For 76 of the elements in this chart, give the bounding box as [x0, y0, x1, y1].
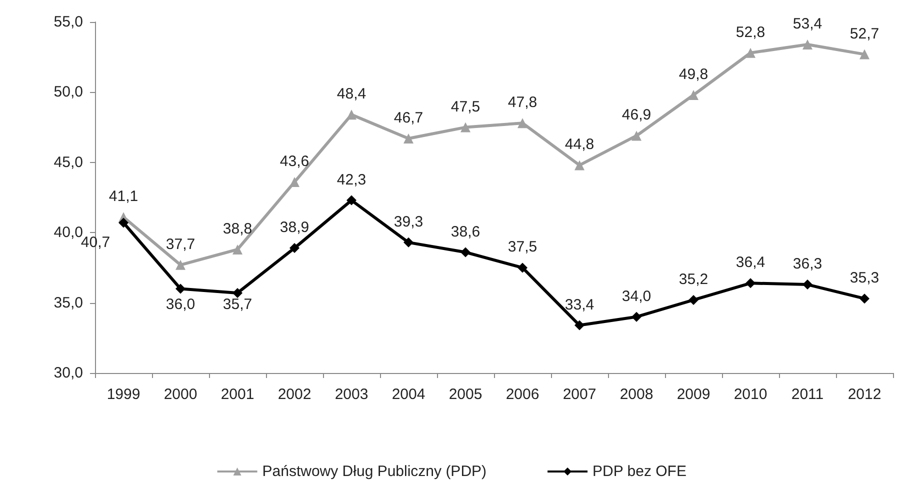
- y-tick-label: 40,0: [54, 224, 83, 242]
- data-label: 35,7: [222, 296, 252, 313]
- point: [860, 49, 870, 60]
- data-label: 38,8: [222, 220, 252, 238]
- y-tick-label: 35,0: [54, 294, 83, 312]
- x-tick-label: 2004: [392, 386, 426, 403]
- data-label: 38,9: [280, 219, 310, 236]
- point: [232, 288, 242, 298]
- point: [176, 284, 186, 294]
- y-tick-label: 55,0: [54, 14, 83, 30]
- data-label: 36,0: [166, 296, 196, 313]
- point: [460, 247, 470, 258]
- point: [574, 160, 584, 170]
- data-label: 36,4: [736, 254, 766, 272]
- point: [632, 130, 642, 141]
- data-label: 48,4: [336, 86, 366, 103]
- data-label: 46,9: [622, 106, 652, 124]
- x-tick-label: 2011: [791, 386, 824, 403]
- point: [688, 90, 698, 100]
- y-tick-label: 30,0: [54, 364, 83, 382]
- x-tick-label: 2005: [448, 386, 482, 403]
- x-tick-label: 1999: [106, 386, 140, 403]
- data-label: 52,7: [850, 25, 880, 42]
- x-tick-label: 2007: [562, 386, 596, 403]
- point: [404, 134, 414, 144]
- point: [346, 110, 356, 120]
- legend-label: PDP bez OFE: [592, 463, 686, 480]
- data-label: 43,6: [280, 153, 310, 170]
- data-label: 42,3: [336, 171, 366, 188]
- point: [118, 218, 128, 228]
- point: [404, 237, 414, 248]
- y-tick-label: 50,0: [54, 84, 83, 101]
- point: [574, 320, 584, 330]
- point: [802, 39, 812, 50]
- data-label: 47,8: [508, 94, 538, 112]
- data-label: 37,5: [508, 238, 538, 256]
- point: [746, 48, 756, 58]
- legend-label: Państwowy Dług Publiczny (PDP): [262, 463, 487, 480]
- x-tick-label: 2006: [506, 386, 540, 403]
- data-label: 44,8: [564, 136, 594, 154]
- data-label: 52,8: [736, 24, 766, 41]
- data-label: 38,6: [450, 223, 480, 240]
- x-tick-label: 2003: [334, 386, 368, 403]
- point: [688, 294, 698, 305]
- x-tick-label: 2008: [620, 386, 654, 403]
- data-label: 53,4: [792, 15, 822, 32]
- data-label: 39,3: [394, 213, 424, 230]
- point: [232, 244, 242, 254]
- point: [802, 280, 812, 290]
- data-label: 49,8: [678, 66, 708, 84]
- data-label: 46,7: [394, 110, 424, 127]
- x-tick-label: 2001: [220, 386, 254, 403]
- point: [518, 262, 528, 273]
- data-label: 36,3: [792, 256, 822, 273]
- point: [346, 195, 356, 206]
- data-label: 47,5: [450, 98, 480, 116]
- point: [290, 177, 300, 188]
- point: [290, 243, 300, 254]
- data-label: 33,4: [564, 296, 594, 314]
- data-label: 35,2: [678, 270, 708, 288]
- point: [860, 294, 870, 304]
- data-label: 37,7: [166, 236, 196, 253]
- data-label: 41,1: [108, 188, 138, 206]
- data-label: 34,0: [622, 288, 652, 305]
- y-tick-label: 45,0: [54, 154, 83, 171]
- x-tick-label: 2000: [164, 386, 198, 403]
- x-tick-label: 2010: [734, 386, 768, 403]
- data-label: 35,3: [850, 270, 880, 287]
- x-tick-label: 2009: [676, 386, 710, 403]
- point: [632, 312, 642, 322]
- x-tick-label: 2012: [848, 386, 882, 403]
- point: [518, 118, 528, 128]
- point: [746, 278, 756, 288]
- point: [460, 122, 470, 132]
- x-tick-label: 2002: [278, 386, 312, 403]
- point: [176, 260, 186, 270]
